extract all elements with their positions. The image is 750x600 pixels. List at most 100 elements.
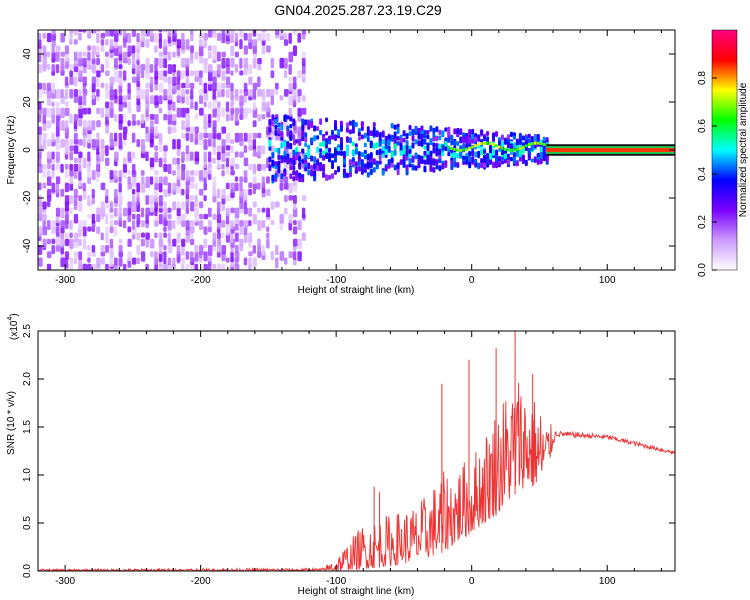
spectrogram-cell (190, 82, 195, 90)
spectrogram-cell (118, 132, 123, 140)
spectrogram-cell (489, 158, 493, 165)
spectrogram-cell (46, 64, 51, 71)
spectrogram-cell (483, 141, 486, 145)
spectrogram-cell (185, 107, 190, 114)
spectrogram-cell (292, 220, 297, 226)
spectrogram-cell (181, 70, 185, 80)
spectrogram-cell (149, 114, 155, 120)
spectrogram-cell (199, 76, 203, 86)
spectrogram-cell (100, 45, 105, 53)
spectrogram-cell (140, 182, 146, 194)
spectrogram-cell (257, 145, 262, 156)
spectrogram-x-ticks: -300 -200 -100 0 100 (55, 30, 662, 286)
spectrogram-cell (96, 95, 100, 102)
spectrogram-cell (411, 164, 415, 171)
spectrogram-cell (288, 82, 293, 92)
spectrogram-cell (73, 232, 79, 243)
spectrogram-cell (82, 188, 87, 199)
spectrogram-cell (298, 155, 302, 162)
spectrogram-cell (230, 182, 236, 193)
spectrogram-cell (369, 161, 373, 168)
spectrogram-cell (462, 148, 465, 152)
colorbar: 0.0 0.2 0.4 0.6 0.8 Normalized spectral ampl… (697, 29, 749, 277)
spectrogram-cell (221, 126, 227, 134)
spectrogram-cell (435, 146, 439, 152)
spectrogram-cell (118, 170, 123, 178)
spectrogram-cell (283, 168, 287, 173)
spectrogram-cell (313, 156, 317, 163)
spectrogram-cell (462, 143, 466, 151)
snr-scale-label: (x104) (7, 313, 20, 340)
spectrogram-cell (60, 51, 65, 57)
spectrogram-cell (118, 245, 123, 253)
colorbar-tick-label: 0.2 (697, 215, 708, 229)
spectrogram-cell (512, 142, 516, 148)
spectrogram-cell (127, 101, 132, 111)
spectrogram-cell (288, 107, 292, 116)
spectrogram-cell (283, 207, 288, 215)
spectrogram-cell (42, 220, 46, 230)
spectrogram-cell (239, 201, 244, 209)
spectrogram-cell (298, 139, 302, 146)
spectrogram-cell (325, 152, 329, 160)
spectrogram-cell (221, 232, 225, 239)
spectrogram-cell (167, 207, 172, 213)
spectrogram-cell (176, 207, 181, 217)
spectrogram-cell (96, 30, 101, 33)
spectrogram-cell (301, 57, 306, 67)
spectrogram-cell (527, 143, 531, 147)
snr-scale-base: (x10 (9, 320, 20, 340)
spectrogram-cell (190, 32, 194, 42)
spectrogram-cell (301, 195, 307, 201)
spectrogram-cell (194, 245, 199, 253)
spectrogram-cell (194, 207, 199, 217)
spectrogram-cell (239, 245, 244, 252)
spectrogram-cell (509, 143, 513, 150)
spectrogram-cell (207, 132, 213, 140)
spectrogram-cell (239, 220, 244, 227)
spectrogram-cell (105, 30, 110, 37)
spectrogram-cell (283, 39, 289, 46)
spectrogram-cell (87, 132, 92, 144)
spectrogram-cell (51, 238, 56, 244)
spectrogram-cell (257, 32, 262, 41)
spectrogram-cell (221, 51, 226, 58)
spectrogram-cell (536, 152, 540, 157)
spectrogram-cell (145, 207, 150, 217)
spectrogram-cell (257, 57, 262, 65)
spectrogram-cell (73, 251, 79, 258)
spectrogram-cell (105, 245, 109, 253)
spectrogram-cell (252, 120, 257, 128)
spectrogram-cell (114, 188, 118, 199)
spectrogram-cell (319, 148, 323, 153)
spectrogram-cell (73, 89, 78, 97)
spectrogram-cell (396, 162, 400, 168)
spectrogram-cell (55, 151, 60, 162)
spectrogram-cell (405, 145, 409, 151)
spectrogram-cells (38, 30, 675, 270)
spectrogram-cell (69, 207, 73, 215)
spectrogram-cell (60, 64, 65, 72)
spectrogram-cell (190, 101, 194, 109)
spectrogram-cell (212, 213, 217, 220)
spectrogram-cell (274, 124, 278, 130)
spectrogram-cell (221, 32, 226, 44)
spectrogram-cell (266, 207, 270, 218)
spectrogram-cell (471, 134, 475, 140)
colorbar-tick-label: 0.0 (697, 263, 708, 277)
spectrogram-cell (420, 157, 424, 165)
spectrogram-cell (357, 166, 361, 171)
spectrogram-cell (216, 245, 222, 253)
spectrogram-cell (73, 39, 78, 45)
spectrogram-cell (492, 132, 496, 139)
spectrogram-cell (366, 172, 370, 178)
spectrogram-cell (411, 142, 415, 149)
spectrogram-cell (297, 95, 301, 103)
spectrogram-cell (257, 132, 262, 139)
spectrogram-cell (96, 120, 101, 128)
spectrogram-cell (140, 138, 145, 149)
spectrogram-cell (489, 142, 492, 146)
spectrogram-cell (515, 147, 519, 151)
spectrogram-cell (408, 145, 412, 151)
spectrogram-cell (203, 138, 208, 150)
